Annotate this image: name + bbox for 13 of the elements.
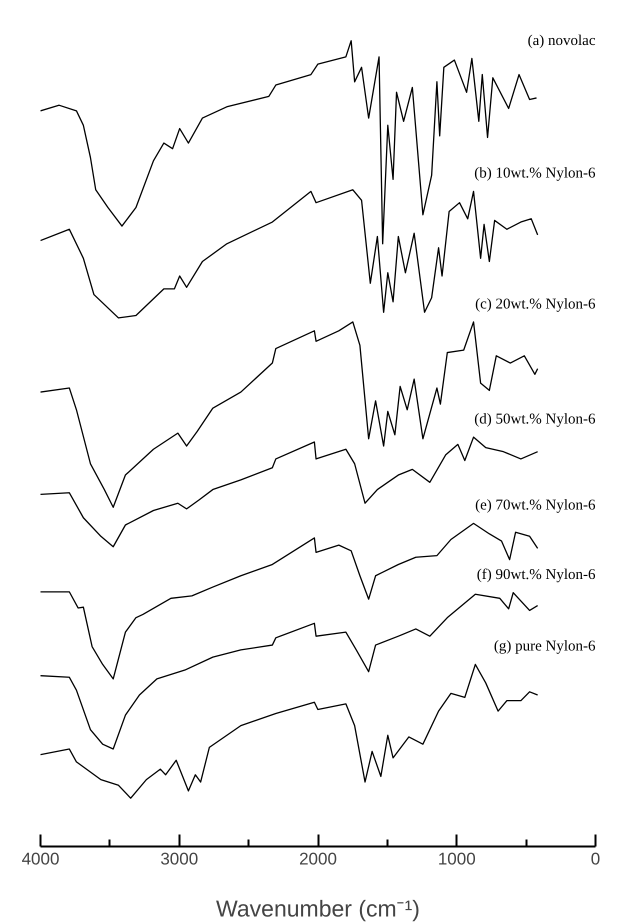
x-tick-label: 0 bbox=[590, 850, 600, 868]
series-label: (b) 10wt.% Nylon-6 bbox=[474, 166, 596, 182]
series-label: (a) novolac bbox=[528, 32, 596, 49]
x-tick-label: 4000 bbox=[22, 850, 60, 868]
series-label: (f) 90wt.% Nylon-6 bbox=[476, 567, 596, 584]
x-tick-label: 1000 bbox=[438, 850, 476, 868]
x-axis-title: Wavenumber (cm⁻¹) bbox=[216, 896, 420, 922]
series-label: (e) 70wt.% Nylon-6 bbox=[475, 498, 596, 514]
series-label: (g) pure Nylon-6 bbox=[494, 638, 596, 655]
series-label: (d) 50wt.% Nylon-6 bbox=[474, 412, 596, 428]
x-tick-label: 3000 bbox=[160, 850, 198, 868]
series-label: (c) 20wt.% Nylon-6 bbox=[475, 296, 596, 312]
x-tick-label: 2000 bbox=[299, 850, 337, 868]
